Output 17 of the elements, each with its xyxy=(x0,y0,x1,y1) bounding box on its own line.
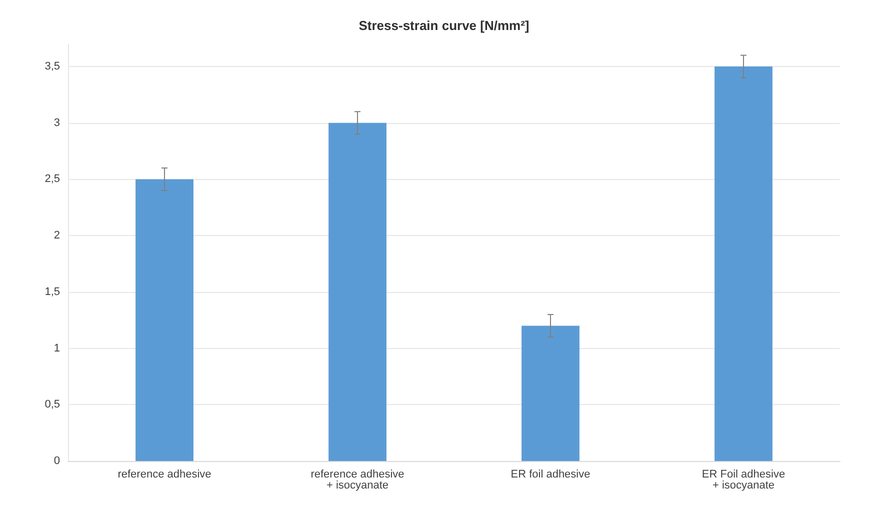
x-tick-label: reference adhesive + isocyanate xyxy=(310,468,404,492)
bar xyxy=(522,326,580,461)
y-tick-label: 2,5 xyxy=(44,173,60,186)
chart-title: Stress-strain curve [N/mm²] xyxy=(358,18,530,33)
y-tick-label: 0 xyxy=(54,455,60,467)
bar xyxy=(328,122,386,461)
y-tick-label: 1 xyxy=(54,342,60,354)
y-tick-label: 3,5 xyxy=(44,60,60,73)
y-tick-label: 2 xyxy=(54,230,60,242)
x-tick-label: ER foil adhesive xyxy=(510,468,590,480)
x-tick-label: reference adhesive xyxy=(118,468,212,480)
x-tick-label: ER Foil adhesive + isocyanate xyxy=(702,468,786,492)
y-tick-label: 0,5 xyxy=(44,398,60,411)
y-tick-label: 1,5 xyxy=(44,286,60,298)
bar xyxy=(136,179,194,461)
bar xyxy=(714,66,772,461)
y-tick-label: 3 xyxy=(54,116,60,129)
